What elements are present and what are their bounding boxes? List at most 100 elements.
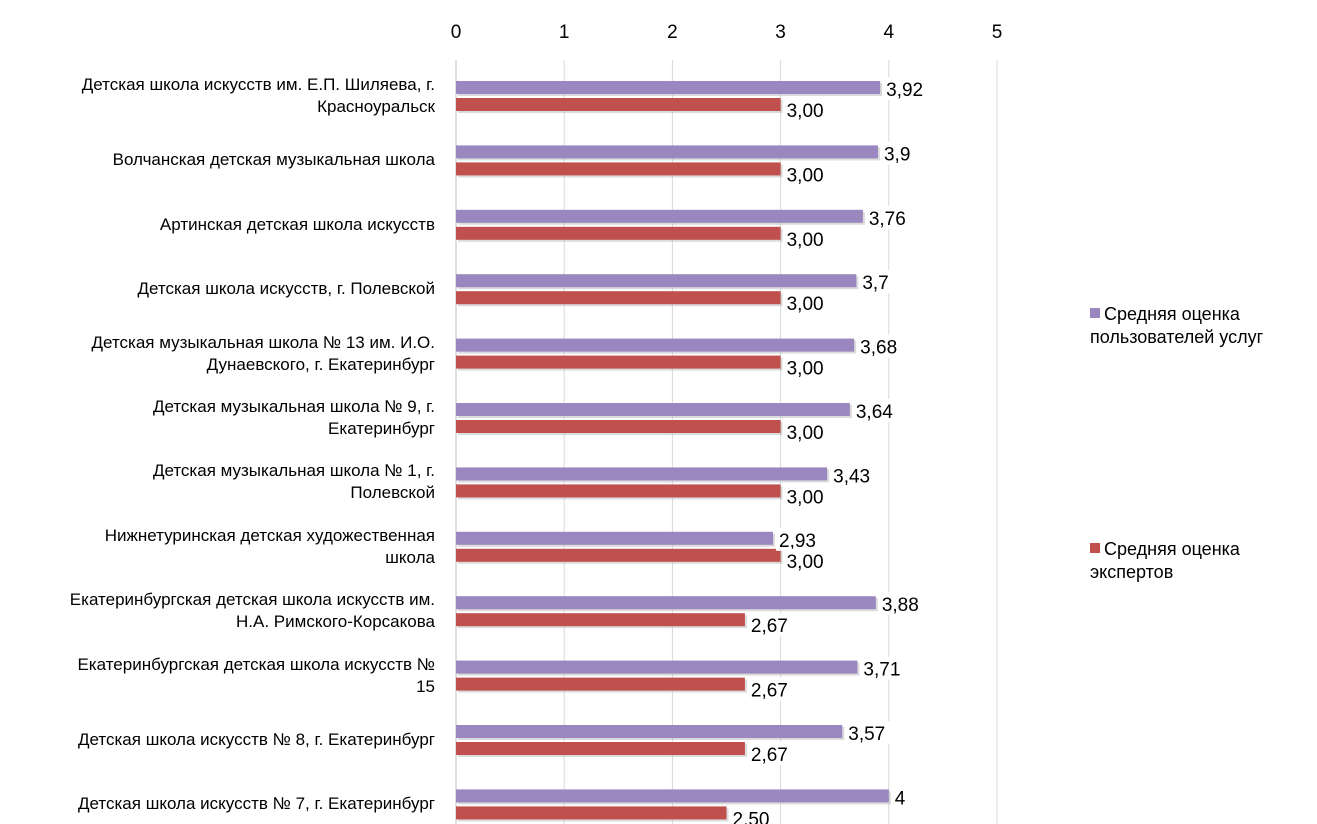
legend-text: пользователей услуг [1090,327,1264,347]
data-label: 3,88 [882,595,919,616]
gridlines [455,60,998,824]
category-label: Детская школа искусств им. Е.П. Шиляева,… [0,74,435,118]
category-label: Екатеринбургская детская школа искусств … [0,589,435,633]
data-label: 3,9 [884,144,910,165]
bar [456,613,745,627]
category-label-line: Екатеринбург [328,419,435,438]
bar [456,420,781,433]
data-label-bg [857,334,906,358]
x-axis-ticks: 0 1 2 3 4 5 [451,22,1003,43]
bar [456,742,745,755]
x-tick-label: 4 [884,22,895,43]
category-label: Детская музыкальная школа № 1, г. Полевск… [0,460,435,504]
category-label-line: Детская музыкальная школа № 1, г. [152,461,435,481]
category-label: Нижнетуринская детская художественная шко… [0,525,435,569]
data-label: 2,50 [733,809,770,824]
bar [456,789,889,803]
data-label-bg [865,205,914,229]
data-label-bg [783,226,832,250]
category-label: Детская школа искусств № 8, г. Екатеринб… [0,729,435,751]
legend-swatch [1090,543,1100,553]
data-label: 3,43 [833,466,870,487]
bars [456,81,891,822]
bar [456,291,781,305]
data-label-bg [783,420,832,443]
bar [456,806,727,820]
bar [456,531,774,545]
category-label-line: Екатеринбургская детская школа искусств … [69,590,435,610]
legend-swatch [1090,308,1100,318]
legend-label-line: Средняя оценка [1090,538,1240,561]
data-label: 3,00 [787,294,824,315]
data-label-bg [783,484,832,508]
category-label-line: Красноуральск [317,97,435,116]
data-label-bg [883,77,932,100]
data-label-bg [859,270,897,294]
legend-label-line: Средняя оценка [1090,303,1263,326]
bar [456,338,855,352]
legend-label-line: пользователей услуг [1090,326,1263,349]
data-labels: 3,92 3,00 3,9 3,00 3,76 3,00 3,7 3,00 3,68 3,00 3,… [729,77,932,824]
data-label: 3,57 [848,724,885,745]
bar [456,403,850,416]
category-label-line: Екатеринбургская детская школа искусств … [77,654,435,674]
data-label: 3,64 [856,402,893,423]
data-label: 2,67 [751,745,788,766]
data-label-bg [783,355,832,379]
bar [456,226,781,240]
bar [456,274,857,288]
data-label: 4 [895,788,906,809]
category-label-line: Полевской [350,483,435,503]
bar [456,725,843,738]
data-label-bg [845,721,894,744]
category-label-line: Волчанская детская музыкальная школа [112,150,435,170]
data-label-bg [783,291,832,315]
data-label: 3,76 [869,209,906,230]
data-label-bg [747,613,796,637]
bar [456,145,878,159]
bar [456,677,745,691]
data-label: 3,00 [787,487,824,508]
data-label: 2,93 [779,531,816,552]
data-label: 2,67 [751,681,788,702]
bar [456,98,781,111]
data-label-bg [783,162,832,186]
x-tick-label: 5 [992,22,1003,43]
data-label-bg [860,656,909,680]
x-tick-label: 1 [559,22,570,43]
category-label-line: школа [385,547,435,567]
category-label-line: Детская школа искусств им. Е.П. Шиляева,… [81,75,435,94]
bar [456,548,781,562]
category-label-line: Детская школа искусств № 7, г. Екатеринб… [78,794,435,814]
category-label-line: Артинская детская школа искусств [159,214,435,234]
legend-text: экспертов [1090,562,1174,582]
category-label-line: 15 [416,676,435,696]
data-label-bg [747,677,796,701]
legend-item: Средняя оценка пользователей услуг [1090,303,1263,349]
bar [456,209,863,223]
legend-text: Средняя оценка [1104,539,1240,559]
data-label: 3,00 [787,423,824,444]
data-label-bg [747,742,796,765]
category-label-line: Детская музыкальная школа № 9, г. [152,397,435,416]
legend-item: Средняя оценка экспертов [1090,538,1240,584]
x-tick-label: 0 [451,22,462,43]
category-label: Детская школа искусств № 7, г. Екатеринб… [0,793,435,815]
data-label-bg [729,806,778,824]
bar [456,162,781,176]
bar [456,660,858,674]
category-label-line: Детская музыкальная школа № 13 им. И.О. [91,332,435,352]
category-label-line: Детская школа искусств № 8, г. Екатеринб… [78,730,435,749]
data-label-bg [776,527,825,551]
bar [456,355,781,369]
data-label: 3,00 [787,230,824,251]
category-label-line: Дунаевского, г. Екатеринбург [206,354,435,374]
category-label: Волчанская детская музыкальная школа [0,149,435,171]
category-label: Артинская детская школа искусств [0,214,435,236]
legend-label-line: экспертов [1090,561,1240,584]
data-label-bg [891,785,909,809]
x-tick-label: 2 [667,22,678,43]
bar [456,484,781,498]
data-label: 3,71 [863,660,900,681]
data-label-bg [852,399,901,422]
